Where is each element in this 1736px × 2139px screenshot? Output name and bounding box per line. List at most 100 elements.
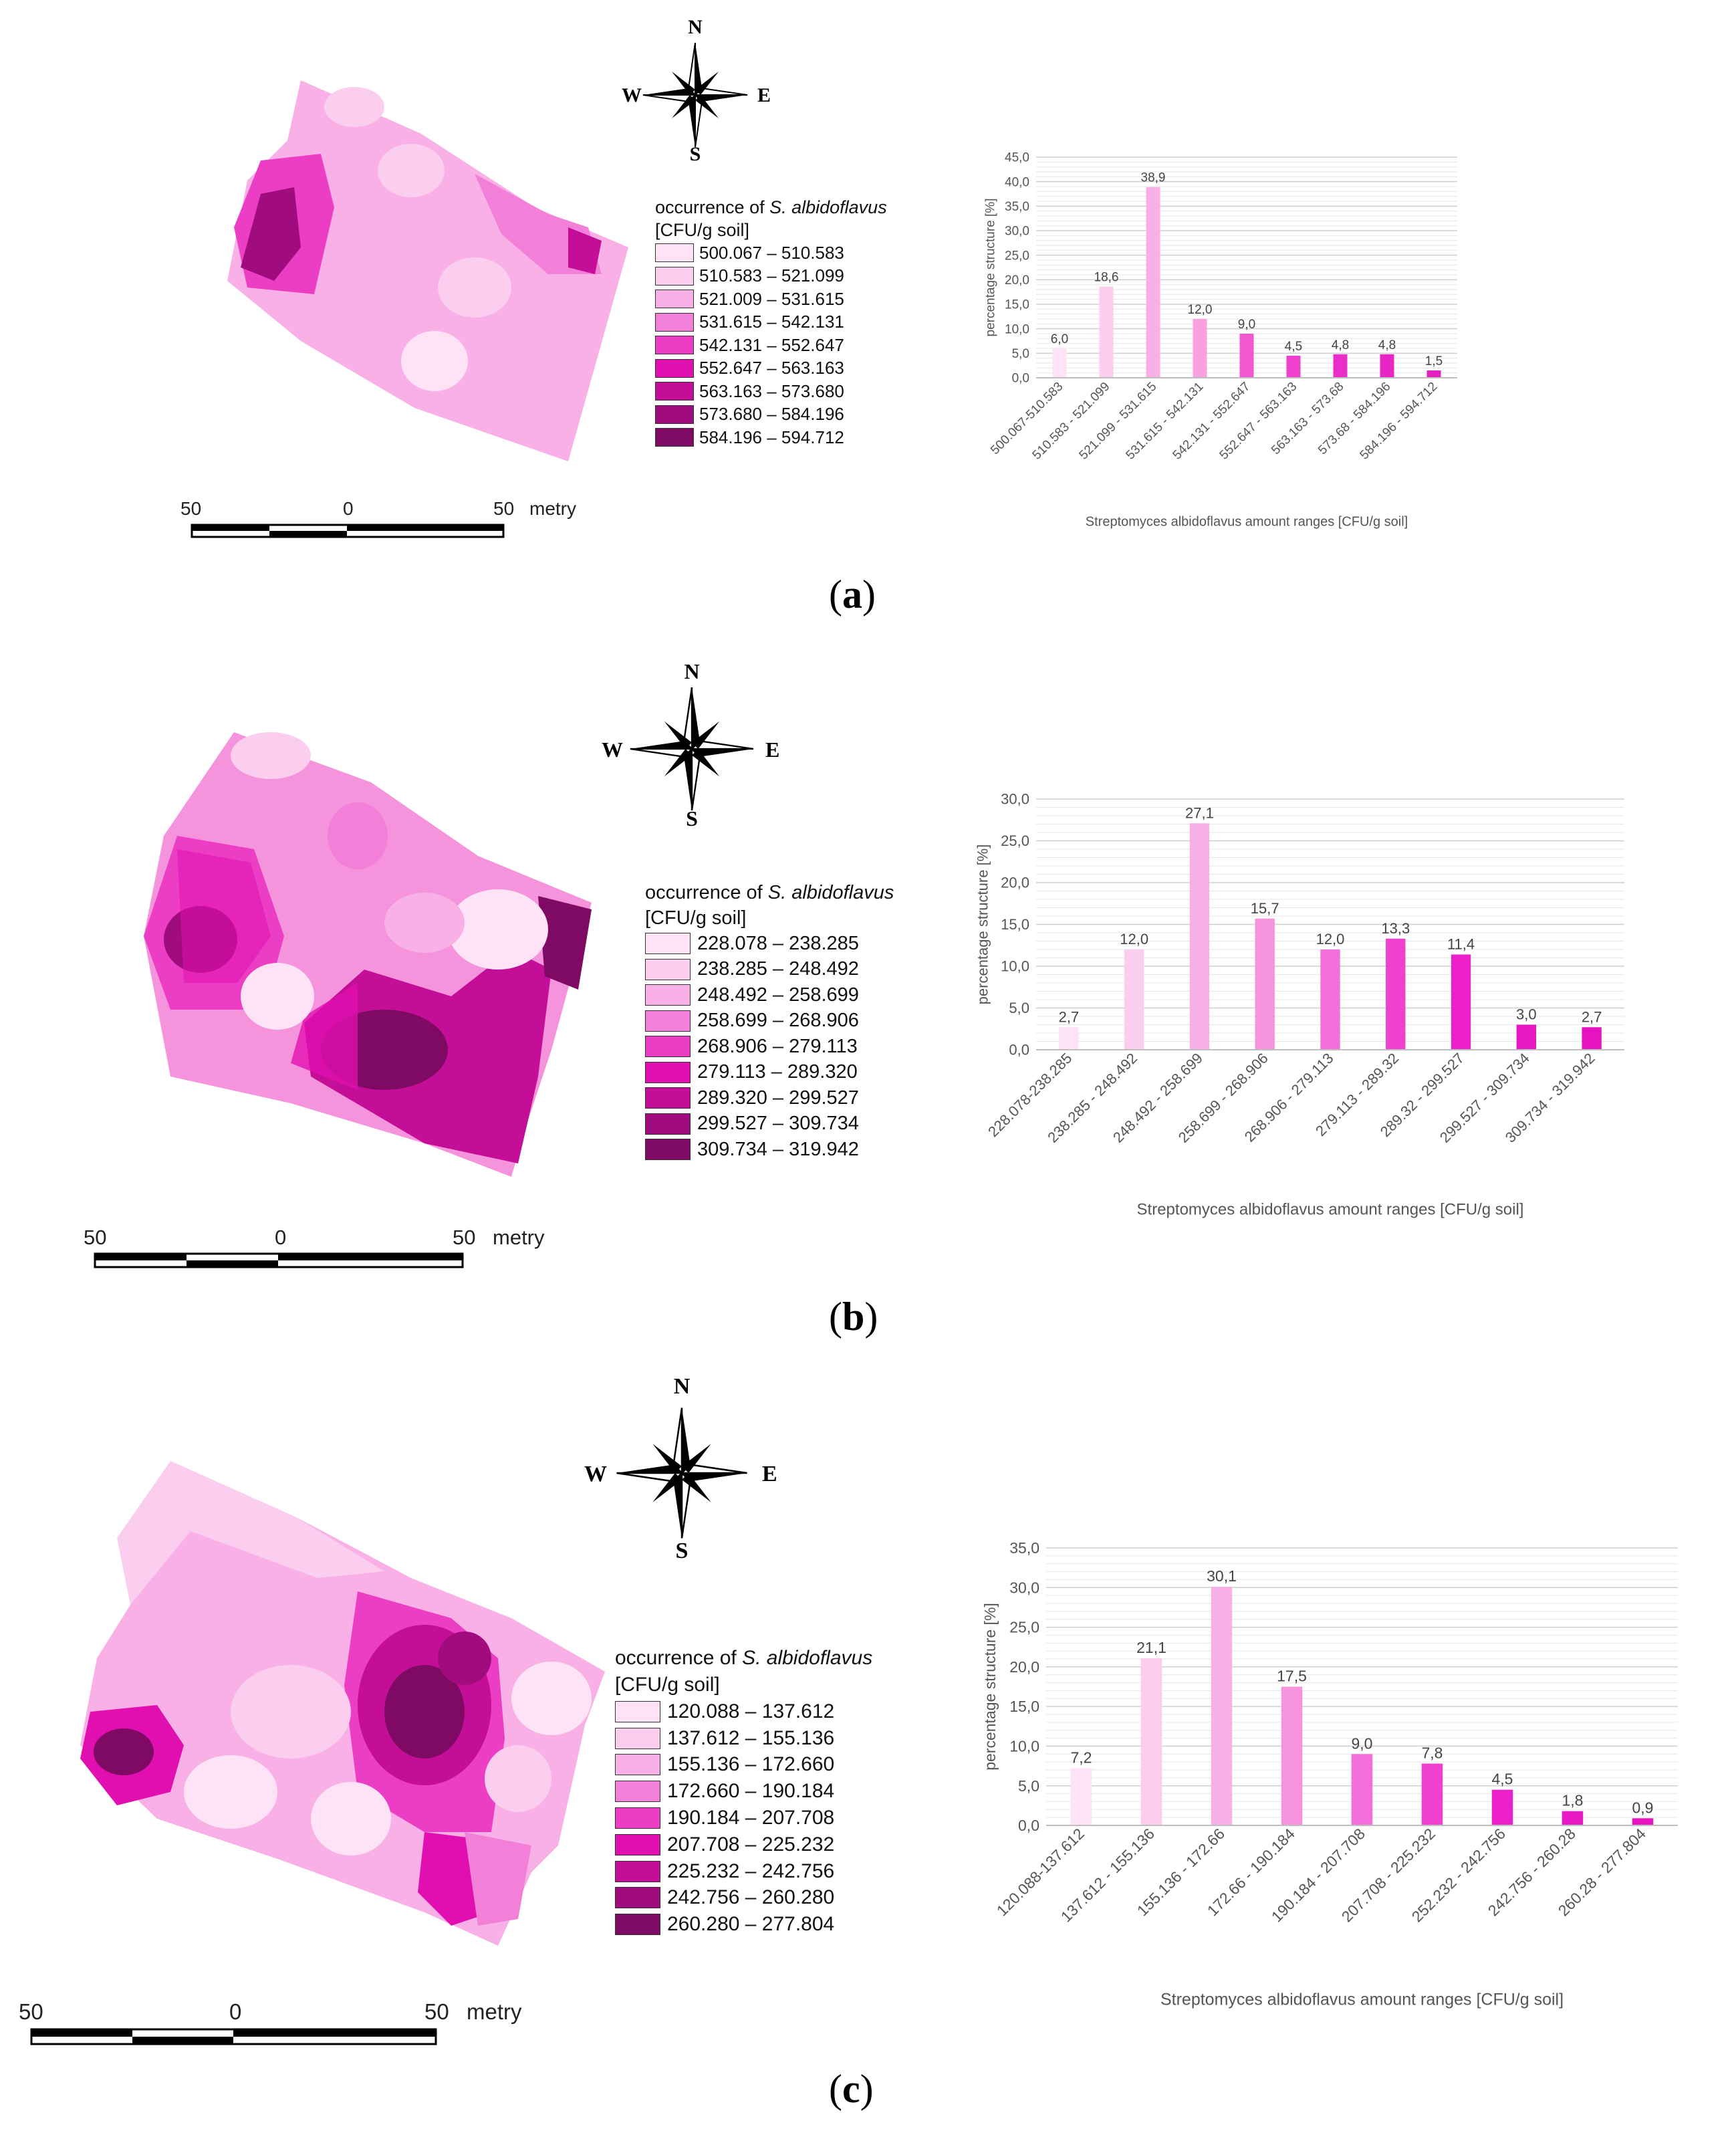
legend-swatch xyxy=(655,336,694,355)
legend-item: 299.527 – 309.734 xyxy=(645,1111,894,1137)
legend-item: 258.699 – 268.906 xyxy=(645,1008,894,1034)
y-tick-label: 30,0 xyxy=(1009,1579,1039,1596)
scale-mid: 0 xyxy=(229,1999,242,2024)
legend-c: occurrence of S. albidoflavus [CFU/g soi… xyxy=(615,1645,872,1938)
legend-swatch xyxy=(655,428,694,447)
legend-item: 268.906 – 279.113 xyxy=(645,1034,894,1060)
legend-swatch xyxy=(655,290,694,309)
scalebar-a xyxy=(191,524,505,538)
legend-item: 120.088 – 137.612 xyxy=(615,1698,872,1725)
legend-range-label: 510.583 – 521.099 xyxy=(699,265,844,286)
bar-value-label: 4,5 xyxy=(1492,1771,1513,1788)
chart-a: 0,0 5,0 10,0 15,0 20,0 25,0 30,0 35,0 40,0 45,0 pe… xyxy=(983,151,1457,530)
bar xyxy=(1562,1811,1584,1825)
bar xyxy=(1286,356,1301,378)
legend-swatch xyxy=(645,1087,691,1109)
legend-swatch xyxy=(615,1727,660,1749)
legend-range-label: 242.756 – 260.280 xyxy=(667,1886,835,1909)
y-tick-label: 10,0 xyxy=(1001,958,1029,975)
legend-range-label: 279.113 – 289.320 xyxy=(697,1061,858,1083)
legend-swatch xyxy=(655,243,694,263)
bar xyxy=(1239,334,1254,378)
legend-unit: [CFU/g soil] xyxy=(645,907,747,929)
legend-range-label: 120.088 – 137.612 xyxy=(667,1700,835,1722)
legend-item: 552.647 – 563.163 xyxy=(655,357,887,380)
legend-range-label: 268.906 – 279.113 xyxy=(697,1035,858,1057)
legend-swatch xyxy=(615,1781,660,1803)
legend-range-label: 299.527 – 309.734 xyxy=(697,1113,859,1135)
panel-label-c: (c) xyxy=(829,2067,874,2111)
bar-value-label: 9,0 xyxy=(1238,318,1255,332)
legend-item: 531.615 – 542.131 xyxy=(655,311,887,334)
legend-range-label: 238.285 – 248.492 xyxy=(697,958,859,980)
x-axis-label: Streptomyces albidoflavus amount ranges … xyxy=(1160,1990,1564,2009)
y-tick-label: 35,0 xyxy=(1009,1539,1039,1557)
compass-a: N S W E xyxy=(622,16,771,165)
legend-range-label: 190.184 – 207.708 xyxy=(667,1807,835,1829)
y-axis-label: percentage structure [%] xyxy=(983,199,997,337)
bar xyxy=(1255,918,1275,1050)
y-tick-label: 20,0 xyxy=(1001,875,1029,891)
y-axis-label: percentage structure [%] xyxy=(974,845,991,1005)
scalebar-c xyxy=(30,2028,437,2045)
legend-item: 521.009 – 531.615 xyxy=(655,288,887,311)
bar-value-label: 4,8 xyxy=(1332,338,1349,352)
bar xyxy=(1386,938,1406,1050)
bar-value-label: 0,9 xyxy=(1632,1799,1654,1816)
y-tick-label: 20,0 xyxy=(1009,1658,1039,1676)
legend-range-label: 289.320 – 299.527 xyxy=(697,1087,859,1109)
legend-item: 289.320 – 299.527 xyxy=(645,1085,894,1111)
compass-rose-icon xyxy=(630,687,754,811)
y-tick-label: 25,0 xyxy=(1001,832,1029,849)
bar-value-label: 27,1 xyxy=(1185,804,1214,821)
bar xyxy=(1124,949,1144,1050)
legend-swatch xyxy=(645,1010,691,1032)
y-tick-label: 5,0 xyxy=(1018,1777,1039,1795)
y-tick-label: 40,0 xyxy=(1005,175,1029,189)
y-tick-label: 5,0 xyxy=(1009,1000,1029,1016)
compass-north-label: N xyxy=(684,659,699,683)
legend-range-label: 155.136 – 172.660 xyxy=(667,1753,835,1776)
bar xyxy=(1146,187,1160,378)
legend-swatch xyxy=(645,1139,691,1161)
compass-b: N S W E xyxy=(602,659,779,830)
scale-right: 50 xyxy=(493,498,515,519)
compass-rose-icon xyxy=(616,1408,747,1539)
bar-value-label: 2,7 xyxy=(1582,1008,1602,1025)
map-a xyxy=(227,80,628,461)
legend-item: 137.612 – 155.136 xyxy=(615,1725,872,1752)
legend-range-label: 172.660 – 190.184 xyxy=(667,1780,835,1803)
scalebar-b xyxy=(94,1252,464,1268)
scale-unit: metry xyxy=(467,1999,522,2024)
bar xyxy=(1070,1768,1092,1825)
bar-value-label: 12,0 xyxy=(1120,931,1148,947)
bar xyxy=(1320,949,1340,1050)
map-b xyxy=(144,732,592,1177)
bar xyxy=(1052,348,1067,378)
bar-value-label: 12,0 xyxy=(1188,303,1213,317)
bar-value-label: 7,8 xyxy=(1422,1744,1443,1762)
scale-mid: 0 xyxy=(343,498,354,519)
legend-a: occurrence of S. albidoflavus [CFU/g soi… xyxy=(655,196,887,449)
bar xyxy=(1189,823,1210,1050)
compass-north-label: N xyxy=(674,1374,691,1399)
y-tick-label: 0,0 xyxy=(1012,372,1029,386)
legend-swatch xyxy=(655,358,694,378)
bar xyxy=(1632,1818,1654,1825)
legend-swatch xyxy=(615,1700,660,1722)
legend-swatch xyxy=(615,1860,660,1882)
bar-value-label: 4,8 xyxy=(1378,338,1396,352)
legend-swatch xyxy=(615,1754,660,1776)
legend-title: occurrence of S. albidoflavus xyxy=(615,1647,873,1669)
chart-c: 0,0 5,0 10,0 15,0 20,0 25,0 30,0 35,0 percentage… xyxy=(981,1539,1678,2009)
bar-value-label: 15,7 xyxy=(1251,900,1279,917)
bar-value-label: 13,3 xyxy=(1381,920,1410,937)
legend-swatch xyxy=(615,1887,660,1909)
bar-value-label: 30,1 xyxy=(1207,1567,1237,1585)
legend-range-label: 137.612 – 155.136 xyxy=(667,1726,835,1749)
legend-swatch xyxy=(645,1113,691,1135)
legend-range-label: 258.699 – 268.906 xyxy=(697,1010,859,1032)
bar-value-label: 9,0 xyxy=(1352,1734,1373,1752)
legend-range-label: 552.647 – 563.163 xyxy=(699,358,844,378)
compass-east-label: E xyxy=(765,738,779,762)
